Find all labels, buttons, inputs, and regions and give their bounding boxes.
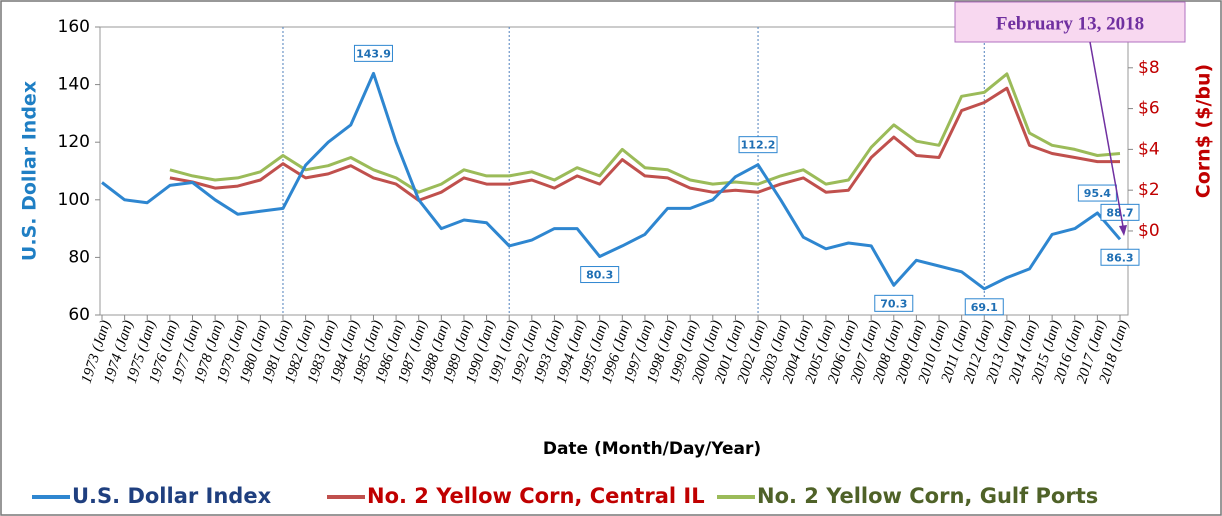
- y2-tick-label: $2: [1138, 180, 1160, 200]
- data-label-box: [580, 266, 620, 284]
- series-line: [169, 72, 1121, 194]
- y-tick-label: 140: [58, 75, 90, 95]
- x-axis-label: Date (Month/Day/Year): [543, 439, 761, 459]
- y-tick-label: 120: [58, 132, 90, 152]
- y-tick-label: 160: [58, 17, 90, 37]
- y-tick-label: 80: [68, 247, 90, 267]
- callout-text: February 13, 2018: [996, 13, 1144, 34]
- callout-arrowhead: [1119, 225, 1127, 236]
- data-label-box: [353, 44, 393, 62]
- callout-arrow: [1089, 41, 1125, 233]
- y-axis-label: U.S. Dollar Index: [19, 81, 41, 261]
- data-label: 86.3: [1106, 251, 1133, 264]
- y2-tick-label: $6: [1138, 99, 1160, 119]
- data-label-box: [874, 294, 914, 312]
- data-label: 69.1: [971, 301, 998, 314]
- y2-tick-label: $0: [1138, 221, 1160, 241]
- series-line: [101, 71, 1122, 291]
- plot-area: [99, 26, 1129, 316]
- y2-tick-label: $4: [1138, 139, 1160, 159]
- y2-axis-label: Corn$ ($/bu): [1193, 64, 1215, 198]
- legend-label: No. 2 Yellow Corn, Gulf Ports: [757, 484, 1098, 508]
- series-line: [169, 86, 1120, 202]
- data-label: 143.9: [356, 47, 391, 60]
- data-label-box: [738, 136, 778, 154]
- data-label-box: [1100, 248, 1140, 266]
- data-label: 112.2: [741, 139, 776, 152]
- legend-label: U.S. Dollar Index: [72, 484, 272, 508]
- y-tick-label: 100: [58, 190, 90, 210]
- y-tick-label: 60: [68, 305, 90, 325]
- data-label-box: [964, 298, 1004, 316]
- data-label: 95.4: [1084, 187, 1111, 200]
- data-label: 80.3: [586, 269, 613, 282]
- legend-label: No. 2 Yellow Corn, Central IL: [367, 484, 705, 508]
- y2-tick-label: $8: [1138, 58, 1160, 78]
- callout-box: [954, 1, 1186, 43]
- data-label: 70.3: [880, 297, 907, 310]
